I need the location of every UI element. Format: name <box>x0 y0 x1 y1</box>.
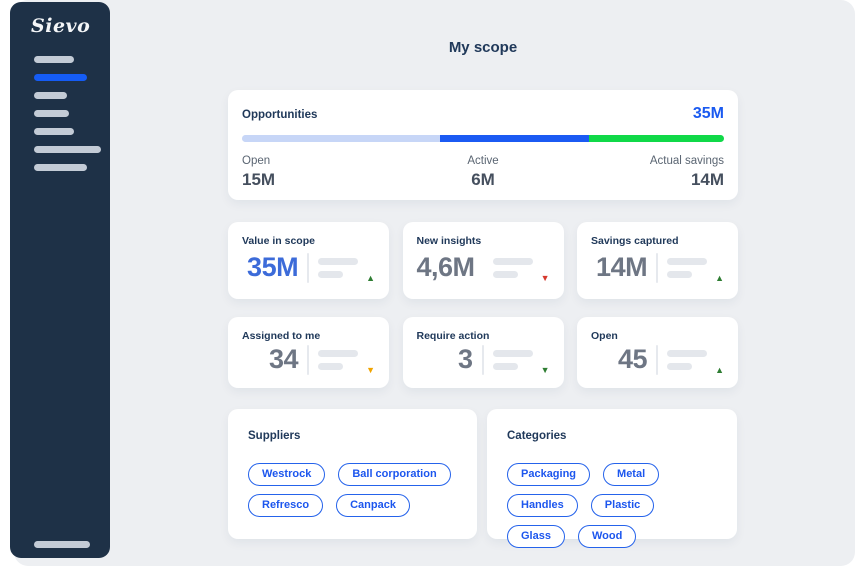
kpi-label: Assigned to me <box>242 330 321 342</box>
sievo-logo: Sievo <box>31 15 91 37</box>
sparkline-placeholder <box>318 349 359 370</box>
opportunities-total-value: 35M <box>692 105 724 122</box>
sidebar-item[interactable] <box>34 92 67 99</box>
stat-actual-savings: Actual savings 14M <box>563 155 724 190</box>
kpi-row-2: Assigned to me 34 ▼ Require action 3 ▼ <box>228 317 738 388</box>
divider <box>307 344 310 375</box>
opportunities-card: Opportunities 35M Open 15M Active 6M Act… <box>228 90 738 200</box>
stat-open: Open 15M <box>242 155 403 190</box>
sparkline-placeholder <box>492 349 533 370</box>
kpi-value: 35M <box>247 252 299 282</box>
stat-value: 6M <box>471 170 495 189</box>
kpi-label: Require action <box>416 330 490 342</box>
kpi-label: Value in scope <box>242 235 315 247</box>
kpi-label: New insights <box>416 235 482 247</box>
trend-up-icon: ▲ <box>366 273 375 283</box>
category-tag-wood[interactable]: Wood <box>577 525 637 548</box>
kpi-row-1: Value in scope 35M ▲ New insights 4,6M ▼ <box>228 222 738 299</box>
supplier-tag-westrock[interactable]: Westrock <box>248 463 326 486</box>
opportunities-header: Opportunities 35M <box>242 105 724 123</box>
content-column: My scope Opportunities 35M Open 15M Acti… <box>228 0 738 548</box>
kpi-card-require-action[interactable]: Require action 3 ▼ <box>402 317 564 388</box>
supplier-tag-ball-corporation[interactable]: Ball corporation <box>338 463 451 486</box>
stat-value: 14M <box>690 170 725 189</box>
stat-label: Actual savings <box>649 155 725 167</box>
trend-up-icon: ▲ <box>715 365 724 375</box>
kpi-card-open[interactable]: Open 45 ▲ <box>577 317 738 388</box>
supplier-tag-refresco[interactable]: Refresco <box>248 494 324 517</box>
opportunities-title: Opportunities <box>242 109 318 121</box>
category-tag-metal[interactable]: Metal <box>603 463 660 486</box>
opportunities-progress-bar <box>242 135 724 142</box>
trend-down-icon: ▼ <box>366 365 375 375</box>
category-tag-plastic[interactable]: Plastic <box>590 494 655 517</box>
sidebar: Sievo <box>10 2 110 558</box>
suppliers-title: Suppliers <box>248 430 301 442</box>
sparkline-placeholder <box>318 257 359 278</box>
sidebar-item[interactable] <box>34 56 74 63</box>
divider <box>656 344 659 375</box>
sidebar-item[interactable] <box>34 146 101 153</box>
kpi-value: 34 <box>269 344 299 374</box>
supplier-tag-canpack[interactable]: Canpack <box>336 494 410 517</box>
progress-segment-actual-savings <box>589 135 724 142</box>
stat-label: Active <box>467 155 499 167</box>
kpi-value: 45 <box>618 344 648 374</box>
stat-label: Open <box>242 155 271 167</box>
categories-card: Categories Packaging Metal Handles Plast… <box>487 409 737 548</box>
sparkline-placeholder <box>667 349 708 370</box>
sidebar-item[interactable] <box>34 128 74 135</box>
category-tag-glass[interactable]: Glass <box>507 525 565 548</box>
kpi-card-value-in-scope[interactable]: Value in scope 35M ▲ <box>228 222 389 299</box>
sidebar-nav <box>10 56 110 171</box>
divider <box>307 252 310 283</box>
stat-value: 15M <box>242 170 276 189</box>
sidebar-item-active[interactable] <box>34 74 87 81</box>
sidebar-item[interactable] <box>34 110 69 117</box>
progress-segment-open <box>242 135 440 142</box>
kpi-card-new-insights[interactable]: New insights 4,6M ▼ <box>402 222 564 299</box>
sidebar-item-bottom[interactable] <box>34 541 90 548</box>
kpi-label: Savings captured <box>591 235 679 247</box>
kpi-label: Open <box>591 330 618 342</box>
suppliers-card: Suppliers Westrock Ball corporation Refr… <box>228 409 477 539</box>
category-tag-handles[interactable]: Handles <box>507 494 578 517</box>
trend-down-icon: ▼ <box>540 273 550 283</box>
sparkline-placeholder <box>492 257 533 278</box>
categories-title: Categories <box>507 430 567 442</box>
opportunities-stats: Open 15M Active 6M Actual savings 14M <box>242 155 724 190</box>
sidebar-item[interactable] <box>34 164 87 171</box>
progress-segment-active <box>439 135 590 142</box>
kpi-value: 14M <box>596 252 648 282</box>
trend-up-icon: ▲ <box>715 273 724 283</box>
tags-row: Suppliers Westrock Ball corporation Refr… <box>228 409 738 548</box>
kpi-value: 4,6M <box>416 252 476 282</box>
stat-active: Active 6M <box>403 155 564 190</box>
kpi-card-assigned-to-me[interactable]: Assigned to me 34 ▼ <box>228 317 389 388</box>
sparkline-placeholder <box>667 257 708 278</box>
category-tag-packaging[interactable]: Packaging <box>507 463 591 486</box>
divider <box>481 344 484 375</box>
page-title: My scope <box>448 39 518 56</box>
kpi-card-savings-captured[interactable]: Savings captured 14M ▲ <box>577 222 738 299</box>
kpi-value: 3 <box>458 344 473 374</box>
divider <box>656 252 659 283</box>
trend-down-icon: ▼ <box>540 365 550 375</box>
